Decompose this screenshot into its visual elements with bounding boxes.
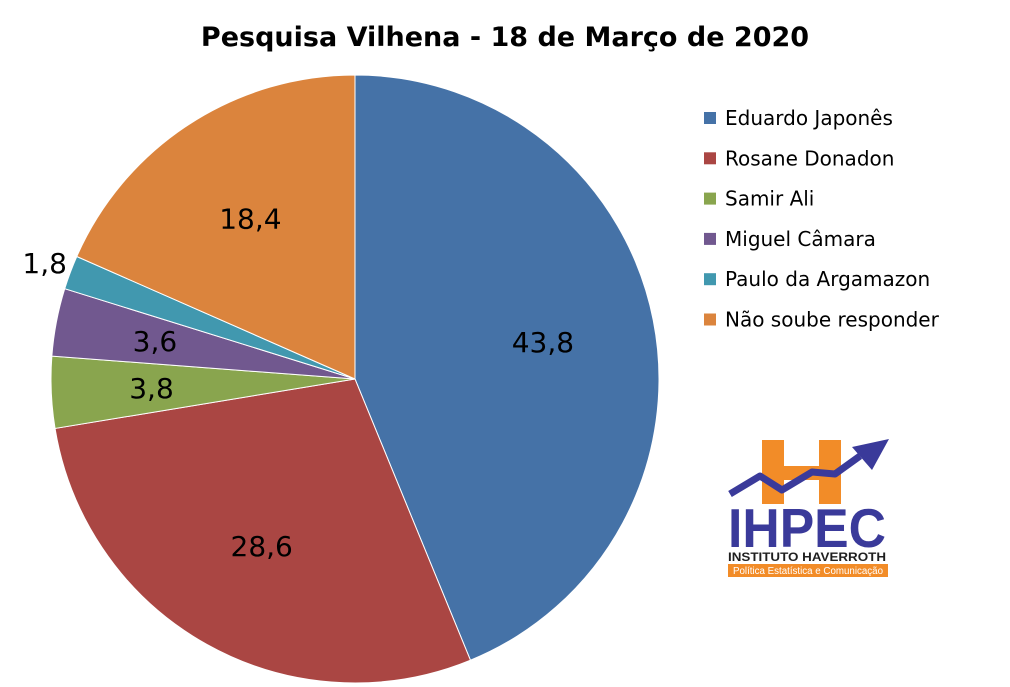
legend-swatch-miguel-camara: [704, 232, 716, 245]
logo-wordmark: IHPEC: [728, 497, 886, 559]
pie-slice-nao-soube-responder: [76, 74, 356, 380]
ihpec-logo: IHPEC INSTITUTO HAVERROTH Política Estat…: [728, 439, 889, 577]
pie-slices: [50, 74, 660, 684]
legend-swatch-nao-soube-responder: [704, 313, 716, 326]
data-label-eduardo-japones: 43,8: [512, 326, 574, 359]
pie-slice-rosane-donadon: [54, 378, 472, 684]
legend-label-paulo-da-argamazon: Paulo da Argamazon: [725, 267, 930, 291]
logo-trend-arrow: [728, 453, 863, 498]
legend-label-eduardo-japones: Eduardo Japonês: [725, 106, 893, 130]
logo-tagline-bar: [728, 564, 888, 577]
pie-slice-eduardo-japones: [354, 74, 660, 661]
legend-swatch-eduardo-japones: [704, 112, 716, 124]
legend-swatch-rosane-donadon: [704, 152, 716, 165]
data-label-samir-ali: 3,8: [129, 372, 174, 405]
legend-label-samir-ali: Samir Ali: [725, 187, 814, 211]
legend-swatch-samir-ali: [704, 192, 716, 205]
legend-label-rosane-donadon: Rosane Donadon: [725, 146, 894, 170]
data-label-miguel-camara: 3,6: [133, 325, 178, 358]
data-label-nao-soube-responder: 18,4: [219, 203, 281, 236]
logo-arrow-head: [852, 439, 889, 470]
logo-tagline: Política Estatística e Comunicação: [733, 566, 883, 577]
chart-title: Pesquisa Vilhena - 18 de Março de 2020: [201, 22, 809, 53]
data-label-rosane-donadon: 28,6: [231, 530, 293, 563]
legend-label-nao-soube-responder: Não soube responder: [725, 308, 940, 332]
legend-label-miguel-camara: Miguel Câmara: [725, 227, 876, 251]
legend-swatch-paulo-da-argamazon: [704, 273, 716, 286]
logo-institute-name: INSTITUTO HAVERROTH: [728, 550, 886, 564]
pie-slice-labels: 43,8 28,6 3,8 3,6 1,8 18,4: [22, 203, 574, 564]
data-label-paulo-da-argamazon: 1,8: [22, 247, 67, 280]
legend: Eduardo Japonês Rosane Donadon Samir Ali Mi…: [704, 106, 940, 332]
